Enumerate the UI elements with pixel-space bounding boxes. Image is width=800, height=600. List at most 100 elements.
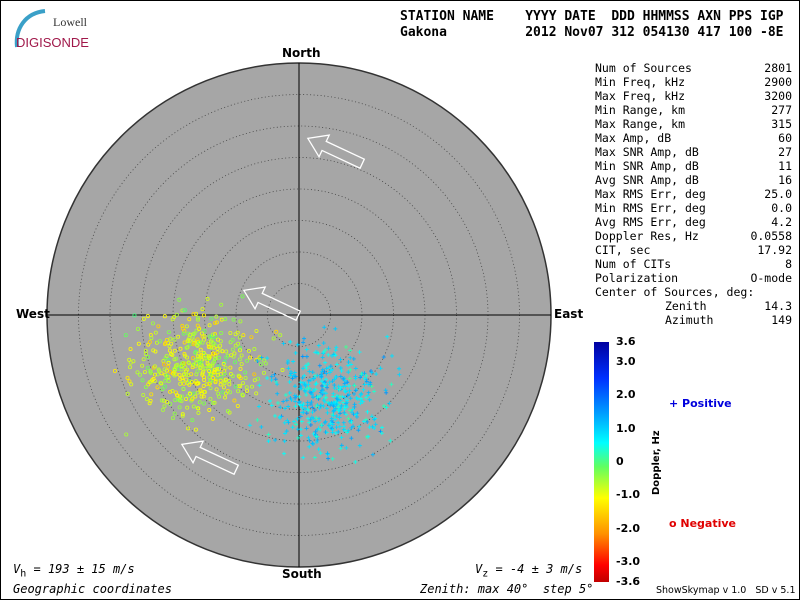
negative-source-point bbox=[132, 313, 137, 318]
negative-source-point bbox=[209, 345, 214, 350]
negative-source-point bbox=[195, 381, 200, 386]
stat-label: Doppler Res, Hz bbox=[595, 229, 699, 243]
doppler-colorbar bbox=[594, 342, 609, 582]
colorbar-tick: 0 bbox=[616, 455, 624, 468]
negative-source-point bbox=[215, 337, 220, 342]
positive-source-point bbox=[384, 390, 389, 395]
negative-source-point bbox=[199, 391, 204, 396]
negative-source-point bbox=[172, 315, 177, 320]
positive-source-point bbox=[297, 399, 302, 404]
negative-source-point bbox=[192, 338, 197, 343]
negative-source-point bbox=[173, 398, 178, 403]
negative-source-point bbox=[144, 397, 149, 402]
negative-source-point bbox=[187, 317, 192, 322]
negative-source-point bbox=[172, 367, 177, 372]
stat-label: Max Freq, kHz bbox=[595, 89, 686, 103]
stat-row: Max Range, km 315 bbox=[595, 117, 792, 131]
negative-source-point bbox=[140, 363, 145, 368]
positive-source-point bbox=[299, 386, 304, 391]
positive-source-point bbox=[310, 441, 315, 446]
negative-source-point bbox=[147, 401, 152, 406]
positive-source-point bbox=[342, 410, 347, 415]
negative-source-point bbox=[237, 357, 242, 362]
positive-source-point bbox=[352, 383, 357, 388]
positive-source-point bbox=[344, 412, 349, 417]
negative-source-point bbox=[218, 382, 223, 387]
positive-source-point bbox=[362, 419, 367, 424]
positive-source-point bbox=[323, 360, 328, 365]
negative-source-point bbox=[161, 398, 166, 403]
positive-source-point bbox=[293, 384, 298, 389]
positive-source-point bbox=[315, 395, 320, 400]
negative-source-point bbox=[148, 398, 153, 403]
positive-source-point bbox=[309, 400, 314, 405]
negative-source-point bbox=[240, 294, 245, 299]
negative-source-point bbox=[169, 352, 174, 357]
positive-source-point bbox=[352, 404, 357, 409]
positive-source-point bbox=[372, 426, 377, 431]
stat-label: Num of CITs bbox=[595, 257, 672, 271]
negative-source-point bbox=[213, 334, 218, 339]
positive-source-point bbox=[341, 400, 346, 405]
positive-source-point bbox=[321, 341, 326, 346]
negative-source-point bbox=[215, 346, 220, 351]
positive-source-point bbox=[331, 404, 336, 409]
negative-source-point bbox=[206, 354, 211, 359]
positive-source-point bbox=[334, 425, 339, 430]
positive-source-point bbox=[353, 366, 358, 371]
negative-source-point bbox=[164, 373, 169, 378]
negative-source-point bbox=[230, 337, 235, 342]
negative-source-point bbox=[196, 410, 201, 415]
positive-source-point bbox=[341, 420, 346, 425]
negative-source-point bbox=[189, 372, 194, 377]
negative-source-point bbox=[165, 400, 170, 405]
positive-source-point bbox=[282, 451, 287, 456]
positive-source-point bbox=[300, 354, 305, 359]
negative-source-point bbox=[184, 345, 189, 350]
stat-label: Max RMS Err, deg bbox=[595, 187, 706, 201]
positive-source-point bbox=[304, 354, 309, 359]
negative-source-point bbox=[249, 335, 254, 340]
positive-source-point bbox=[365, 393, 370, 398]
north-label: North bbox=[282, 46, 321, 60]
positive-source-point bbox=[285, 418, 290, 423]
negative-source-point bbox=[172, 357, 177, 362]
negative-source-point bbox=[154, 340, 159, 345]
positive-source-point bbox=[302, 388, 307, 393]
negative-source-point bbox=[236, 341, 241, 346]
positive-source-point bbox=[302, 373, 307, 378]
negative-source-point bbox=[181, 361, 186, 366]
negative-source-point bbox=[254, 391, 259, 396]
positive-source-point bbox=[323, 348, 328, 353]
negative-source-point bbox=[223, 391, 228, 396]
positive-source-point bbox=[336, 429, 341, 434]
negative-source-point bbox=[208, 386, 213, 391]
negative-source-point bbox=[175, 393, 180, 398]
negative-source-point bbox=[182, 340, 187, 345]
negative-source-point bbox=[166, 364, 171, 369]
negative-source-point bbox=[180, 413, 185, 418]
stat-label: Min Range, km bbox=[595, 103, 686, 117]
negative-source-point bbox=[233, 384, 238, 389]
positive-source-point bbox=[332, 383, 337, 388]
negative-source-point bbox=[213, 356, 218, 361]
stat-row: CIT, sec 17.92 bbox=[595, 243, 792, 257]
stat-label: CIT, sec bbox=[595, 243, 651, 257]
negative-source-point bbox=[187, 382, 192, 387]
negative-source-point bbox=[237, 335, 242, 340]
zenith-scale-label: Zenith: max 40° step 5° bbox=[420, 582, 594, 596]
negative-source-point bbox=[213, 378, 218, 383]
positive-source-point bbox=[295, 427, 300, 432]
negative-source-point bbox=[229, 353, 234, 358]
stat-row: Max SNR Amp, dB 27 bbox=[595, 145, 792, 159]
positive-source-point bbox=[316, 343, 321, 348]
positive-source-point bbox=[387, 401, 392, 406]
positive-source-point bbox=[341, 427, 346, 432]
positive-source-point bbox=[314, 350, 319, 355]
positive-source-point bbox=[306, 435, 311, 440]
negative-source-point bbox=[211, 400, 216, 405]
stat-value: 60 bbox=[778, 131, 792, 145]
positive-source-point bbox=[255, 359, 260, 364]
negative-source-point bbox=[191, 391, 196, 396]
positive-source-point bbox=[354, 412, 359, 417]
